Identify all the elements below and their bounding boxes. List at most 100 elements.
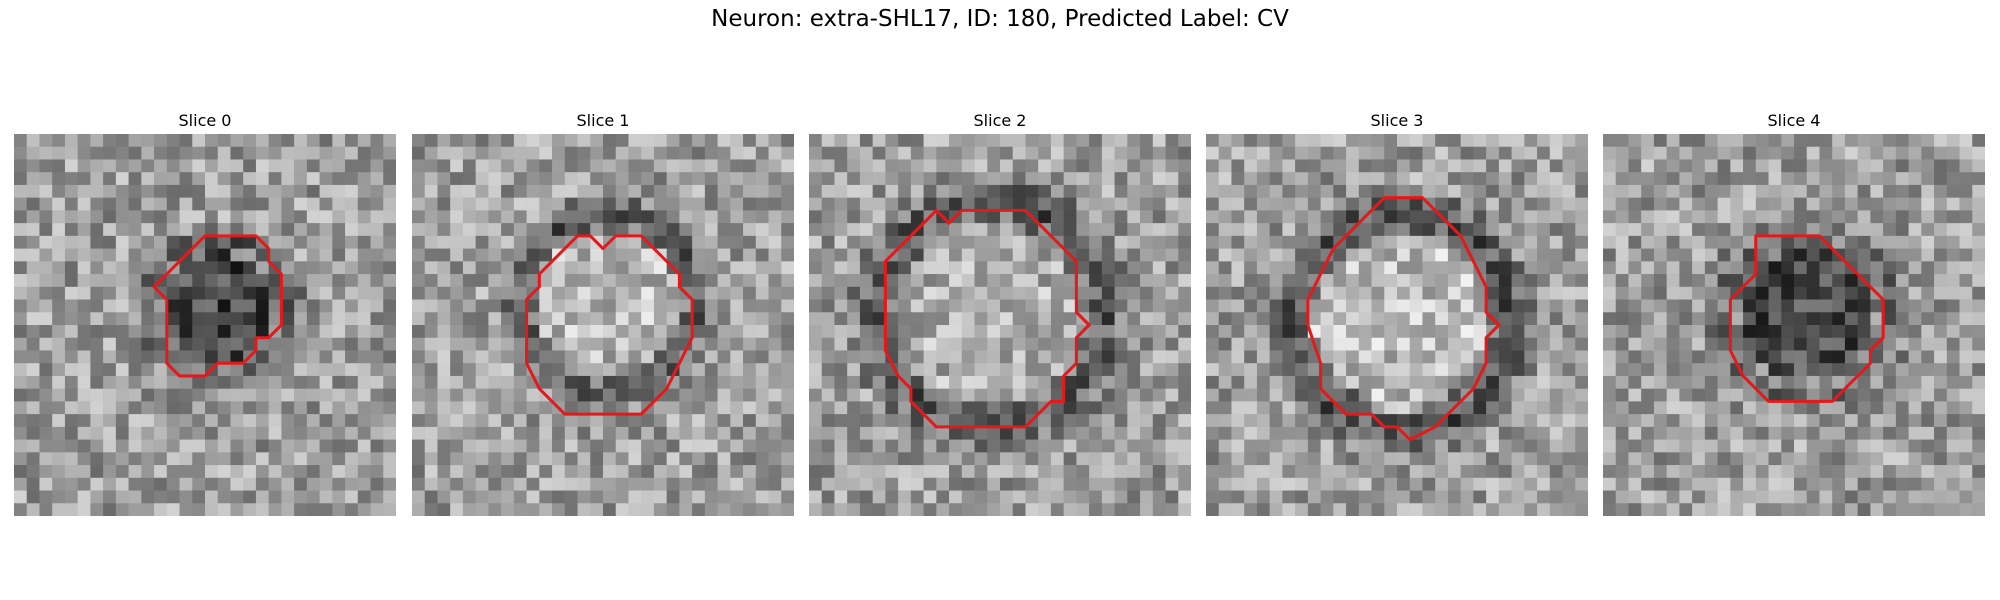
image-pixel (1498, 337, 1512, 351)
image-pixel (1692, 197, 1706, 211)
image-pixel (1307, 490, 1321, 504)
image-pixel (1050, 312, 1064, 326)
image-pixel (154, 401, 168, 415)
image-pixel (1333, 490, 1347, 504)
image-pixel (539, 159, 553, 173)
image-pixel (345, 286, 359, 300)
image-pixel (1883, 414, 1897, 428)
image-pixel (243, 235, 257, 249)
image-pixel (513, 235, 527, 249)
image-pixel (1038, 452, 1052, 466)
image-pixel (1603, 223, 1616, 237)
image-pixel (641, 337, 655, 351)
image-pixel (1883, 503, 1897, 516)
image-pixel (501, 363, 515, 377)
image-pixel (217, 363, 231, 377)
image-pixel (1934, 426, 1948, 440)
image-pixel (1794, 490, 1807, 504)
image-pixel (910, 363, 924, 377)
image-pixel (923, 159, 937, 173)
image-pixel (526, 350, 540, 364)
image-pixel (1218, 503, 1232, 516)
image-pixel (357, 452, 371, 466)
image-pixel (1295, 426, 1309, 440)
image-pixel (1244, 503, 1258, 516)
image-pixel (1781, 414, 1795, 428)
image-pixel (730, 248, 744, 262)
image-pixel (1422, 375, 1436, 389)
image-pixel (821, 337, 835, 351)
image-pixel (1717, 503, 1731, 516)
image-pixel (1244, 134, 1258, 147)
image-pixel (1447, 184, 1461, 198)
image-pixel (526, 477, 540, 491)
image-pixel (1628, 299, 1642, 313)
image-pixel (1025, 235, 1039, 249)
image-pixel (1921, 299, 1935, 313)
image-pixel (859, 223, 873, 237)
image-pixel (1870, 426, 1884, 440)
image-pixel (1101, 159, 1115, 173)
image-pixel (1282, 350, 1296, 364)
image-pixel (294, 414, 308, 428)
image-pixel (936, 401, 950, 415)
image-pixel (1562, 223, 1576, 237)
image-pixel (809, 490, 822, 504)
image-pixel (1946, 274, 1960, 288)
image-pixel (1972, 312, 1985, 326)
image-pixel (704, 134, 718, 147)
image-pixel (319, 286, 333, 300)
image-pixel (1524, 350, 1538, 364)
image-pixel (1409, 350, 1423, 364)
image-pixel (243, 312, 257, 326)
image-pixel (1307, 210, 1321, 224)
image-pixel (179, 223, 193, 237)
image-pixel (128, 439, 142, 453)
image-pixel (475, 299, 489, 313)
image-pixel (1946, 299, 1960, 313)
image-pixel (1384, 452, 1398, 466)
image-pixel (717, 159, 731, 173)
image-pixel (1524, 477, 1538, 491)
image-pixel (14, 401, 27, 415)
image-pixel (217, 439, 231, 453)
image-pixel (52, 184, 66, 198)
image-pixel (412, 363, 425, 377)
image-pixel (1575, 477, 1588, 491)
image-pixel (77, 503, 91, 516)
image-pixel (1615, 248, 1629, 262)
image-pixel (1422, 235, 1436, 249)
image-pixel (52, 414, 66, 428)
image-pixel (437, 363, 451, 377)
image-pixel (1307, 172, 1321, 186)
image-pixel (821, 414, 835, 428)
image-pixel (179, 299, 193, 313)
image-pixel (450, 477, 464, 491)
image-pixel (1934, 414, 1948, 428)
image-pixel (923, 172, 937, 186)
image-pixel (370, 210, 384, 224)
image-pixel (1653, 210, 1667, 224)
image-pixel (1524, 325, 1538, 338)
image-pixel (1844, 172, 1858, 186)
image-pixel (1870, 248, 1884, 262)
image-pixel (103, 286, 117, 300)
image-pixel (294, 274, 308, 288)
image-pixel (1231, 210, 1245, 224)
image-pixel (1870, 223, 1884, 237)
image-pixel (1384, 261, 1398, 275)
image-pixel (847, 490, 861, 504)
image-pixel (1269, 248, 1283, 262)
image-pixel (1537, 426, 1551, 440)
image-pixel (1025, 172, 1039, 186)
image-pixel (1435, 197, 1449, 211)
image-pixel (641, 197, 655, 211)
image-pixel (1908, 426, 1922, 440)
image-pixel (1692, 439, 1706, 453)
image-pixel (1883, 363, 1897, 377)
image-pixel (475, 146, 489, 160)
image-pixel (1000, 350, 1013, 364)
image-pixel (679, 388, 693, 402)
image-pixel (1127, 197, 1141, 211)
image-pixel (39, 261, 53, 275)
